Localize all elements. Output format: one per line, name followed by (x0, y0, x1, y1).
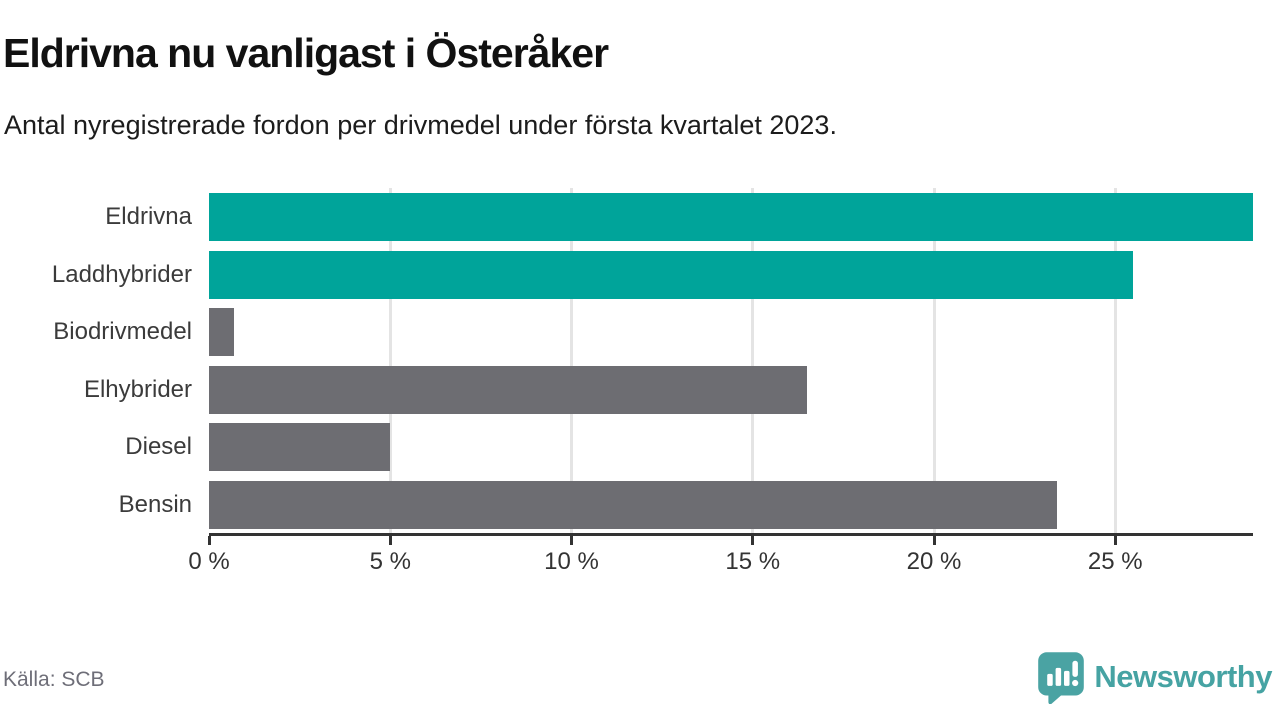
gridline-20 (932, 188, 936, 533)
brand-logo: Newsworthy (1037, 650, 1272, 704)
category-label-bensin: Bensin (118, 490, 192, 518)
axis-tick-label-5: 5 % (369, 548, 411, 575)
bar-bensin (209, 480, 1058, 529)
category-label-laddhybrider: Laddhybrider (51, 260, 192, 288)
axis-tick-label-0: 0 % (188, 548, 230, 575)
bar-diesel (209, 423, 391, 471)
bar-eldrivna (209, 193, 1253, 241)
axis-tick-label-20: 20 % (906, 548, 962, 575)
axis-tick-15 (751, 536, 755, 545)
brand-name: Newsworthy (1094, 659, 1272, 694)
gridline-15 (751, 188, 755, 533)
newsworthy-icon (1038, 651, 1085, 704)
axis-tick-25 (1113, 536, 1117, 545)
category-label-diesel: Diesel (125, 433, 192, 460)
bar-biodrivmedel (209, 308, 235, 356)
source-note: Källa: SCB (3, 668, 105, 691)
category-label-biodrivmedel: Biodrivmedel (53, 318, 192, 345)
axis-tick-10 (570, 536, 573, 545)
axis-tick-0 (207, 536, 211, 545)
axis-tick-20 (932, 536, 936, 545)
axis-tick-label-10: 10 % (544, 548, 599, 575)
plot-area: 0 % 5 % 10 % 15 % 20 % 25 % (188, 188, 1253, 575)
axis-tick-label-25: 25 % (1087, 548, 1143, 575)
bar-elhybrider (209, 365, 808, 414)
gridline-25 (1113, 188, 1117, 533)
axis-tick-5 (388, 536, 392, 545)
category-label-elhybrider: Elhybrider (83, 375, 192, 403)
chart-subtitle: Antal nyregistrerade fordon per drivmede… (4, 110, 837, 140)
chart-title: Eldrivna nu vanligast i Österåker (3, 30, 609, 76)
category-labels: Eldrivna Laddhybrider Biodrivmedel Elhybrid… (0, 188, 192, 534)
gridline-5 (388, 188, 392, 533)
bar-laddhybrider (209, 250, 1134, 299)
category-label-eldrivna: Eldrivna (105, 203, 192, 230)
gridline-10 (570, 188, 573, 533)
axis-tick-label-15: 15 % (725, 548, 781, 575)
